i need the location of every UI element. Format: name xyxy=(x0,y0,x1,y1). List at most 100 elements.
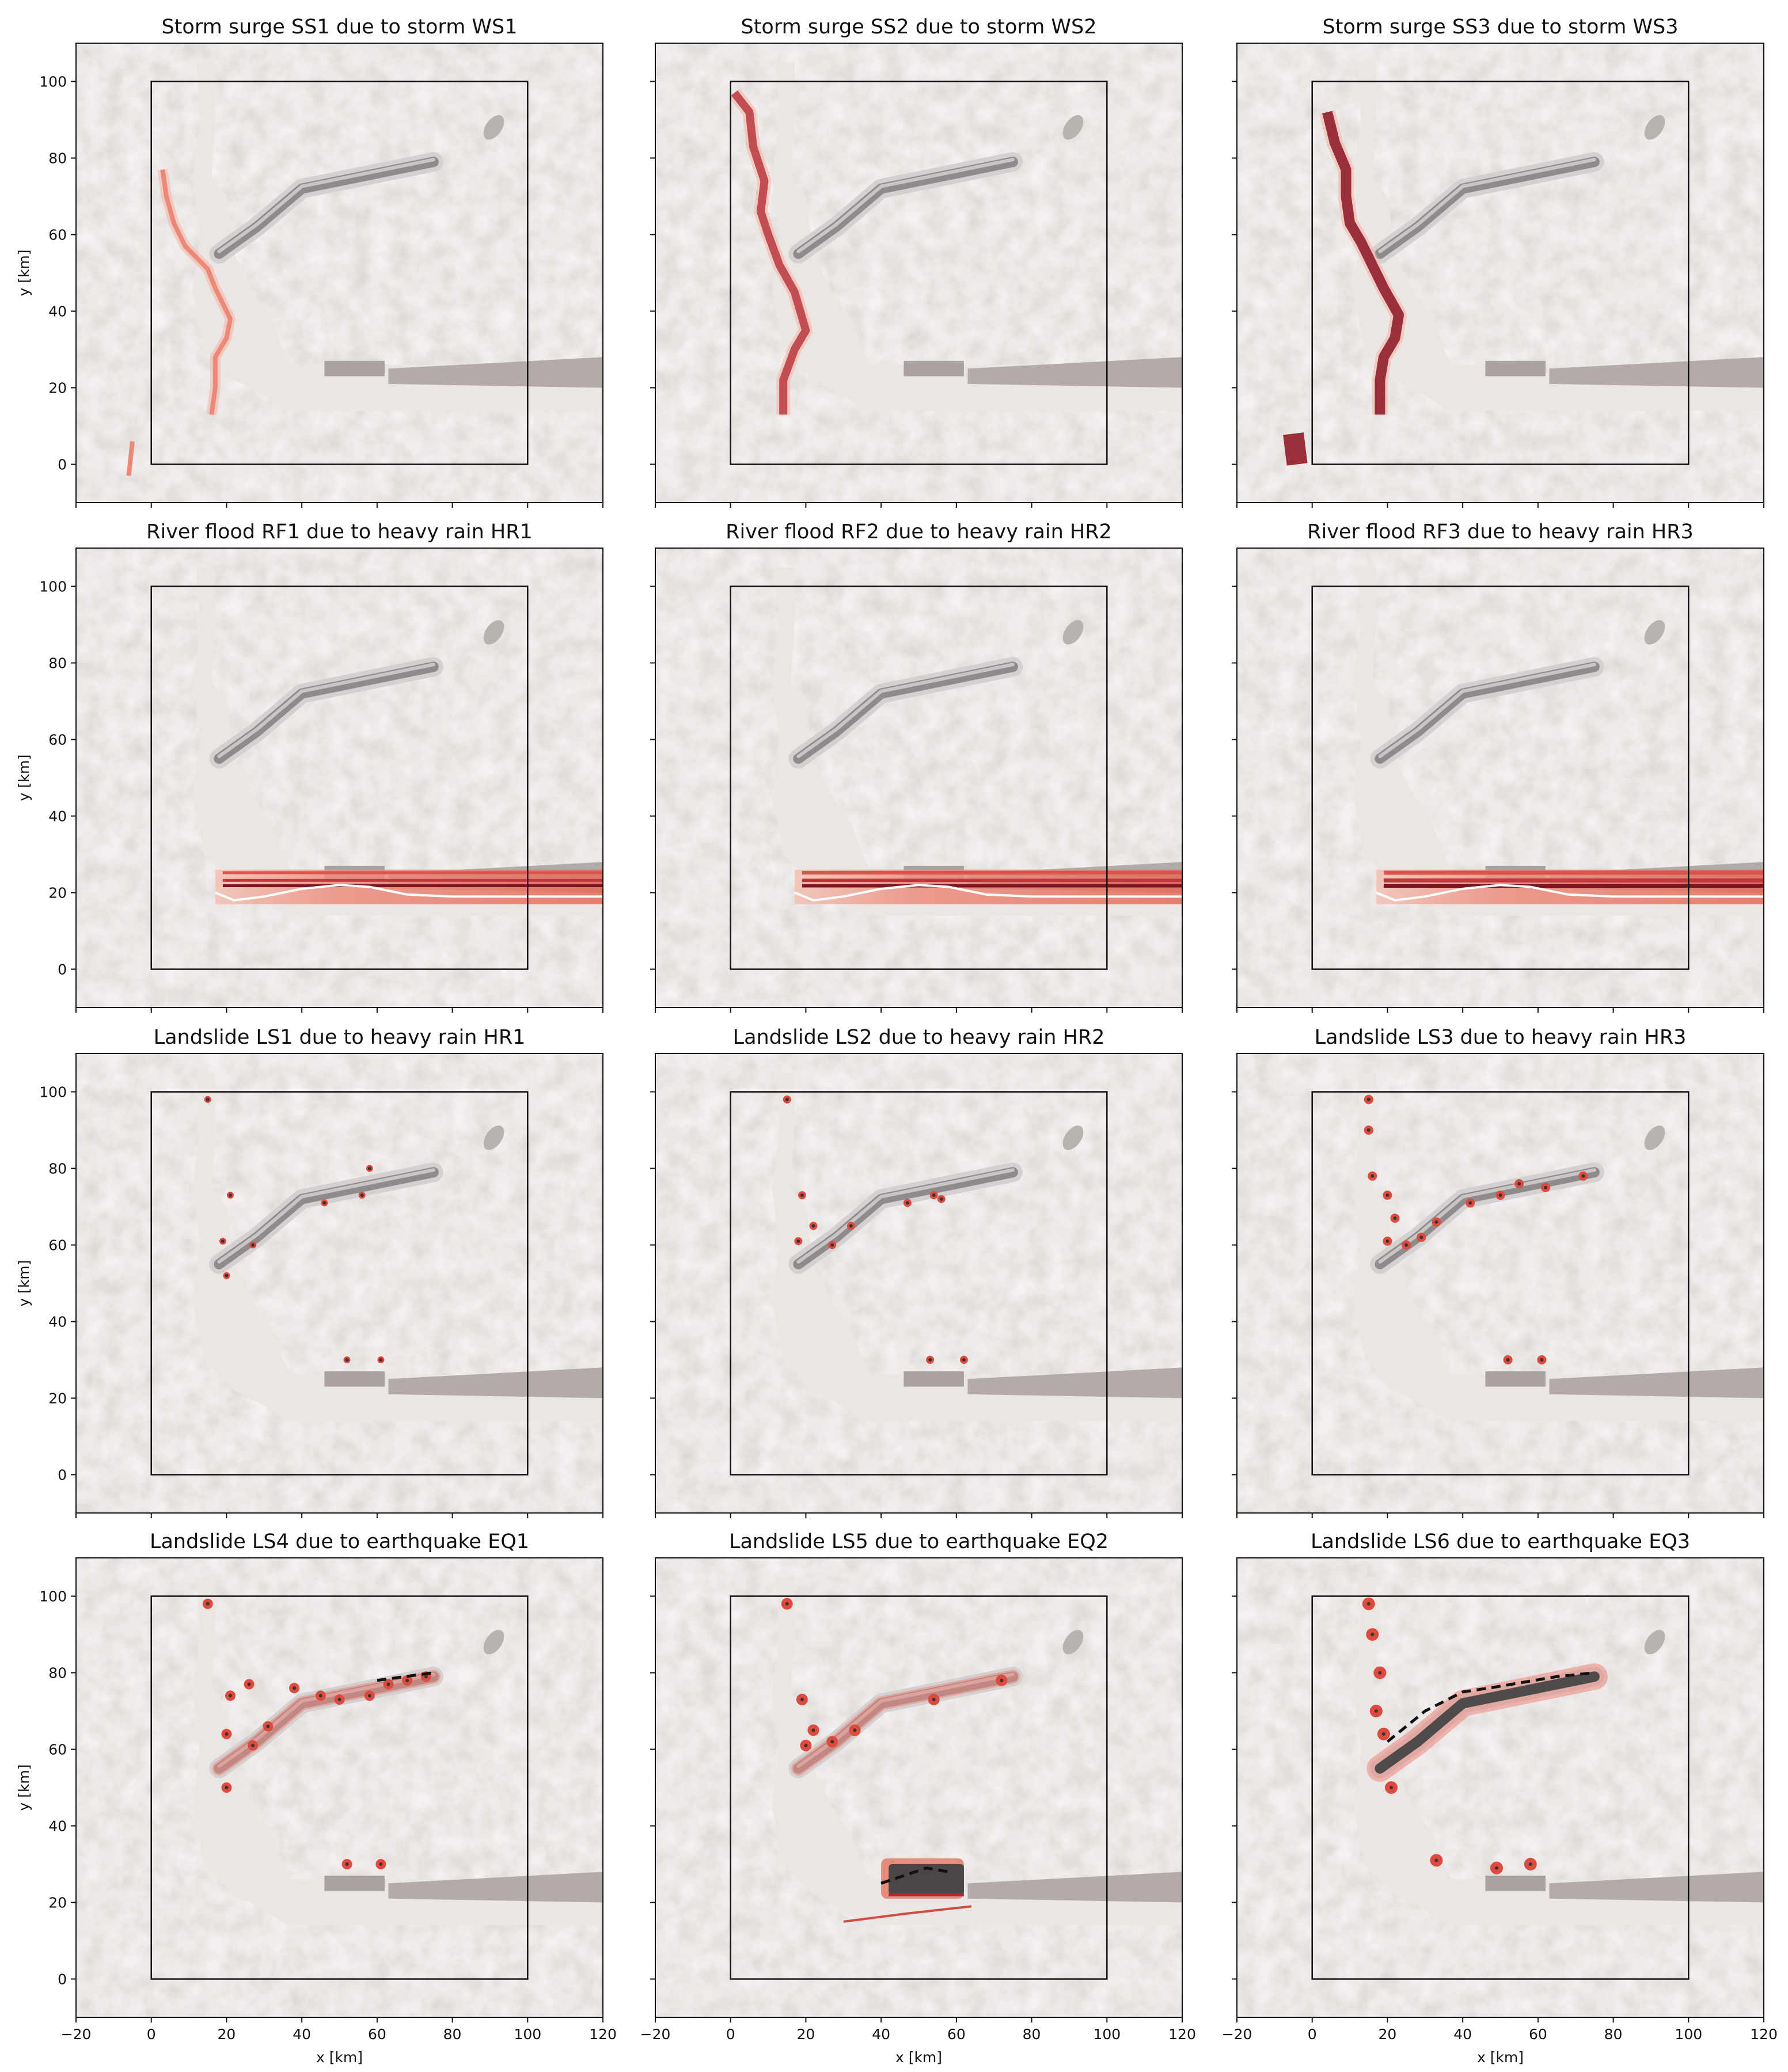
valley-deposit-2 xyxy=(388,1367,603,1398)
axes-frame xyxy=(75,1557,603,2018)
x-axis-label: x [km] xyxy=(1477,2049,1524,2066)
x-tick-label: −20 xyxy=(1222,2026,1252,2043)
panel-plot-area xyxy=(655,548,1182,1008)
landslide-spot-core xyxy=(1581,1174,1585,1178)
panel-2: Storm surge SS2 due to storm WS2 xyxy=(650,16,1183,508)
landslide-spot-core xyxy=(206,1602,210,1606)
river-centerline xyxy=(215,884,603,902)
landslide-spot-core xyxy=(225,1786,229,1789)
landslide-spot-core xyxy=(1468,1201,1472,1205)
ridge xyxy=(793,661,1018,764)
hill-knoll xyxy=(1644,1630,1665,1655)
domain-box xyxy=(1311,1091,1690,1476)
surge-south xyxy=(1283,432,1308,466)
landslide-spot-core xyxy=(367,1166,371,1170)
landslide-spot-core xyxy=(367,1694,371,1698)
axes-frame xyxy=(655,43,1183,503)
axes-frame xyxy=(655,548,1183,1008)
landslide-spot-core xyxy=(1494,1866,1498,1870)
landslide-spot-core xyxy=(345,1358,349,1362)
x-tick-label: 20 xyxy=(218,2026,236,2043)
axes-frame xyxy=(75,548,603,1008)
x-tick-label: 0 xyxy=(726,2026,735,2043)
ridge xyxy=(1375,661,1600,764)
landslide-spot-core xyxy=(928,1358,932,1362)
panel-10: 0 20 40 60 80 100 −20 0 20 40 60 80 100 120 y [km] x [k… xyxy=(16,1530,617,2066)
landslide-ridge-zone xyxy=(212,1670,441,1776)
terrain-hillshade xyxy=(76,1558,603,2017)
valley-deposit-1 xyxy=(904,360,964,377)
landslide-spot-core xyxy=(1498,1193,1502,1197)
panel-3: Storm surge SS3 due to storm WS3 xyxy=(1232,16,1764,508)
panel-title: Storm surge SS2 due to storm WS2 xyxy=(741,16,1096,39)
y-tick-label: 100 xyxy=(39,74,67,90)
panel-plot-area xyxy=(1237,1054,1764,1513)
landslide-spot-core xyxy=(322,1201,327,1205)
panel-plot-area xyxy=(76,43,603,503)
y-tick-label: 60 xyxy=(48,1237,67,1254)
landslide-spot-core xyxy=(1371,1174,1375,1178)
landslide-spot-core xyxy=(811,1224,815,1228)
landslide-spot-core xyxy=(1540,1358,1544,1362)
y-tick-label: 100 xyxy=(39,579,67,595)
panel-title: Storm surge SS3 due to storm WS3 xyxy=(1322,16,1678,39)
panel-plot-area xyxy=(1237,548,1764,1008)
landslide-scarp xyxy=(880,1866,950,1885)
landslide-spot-core xyxy=(1366,1097,1371,1101)
x-tick-label: 60 xyxy=(947,2026,966,2043)
hill-knoll xyxy=(1062,620,1084,645)
surge-inundation xyxy=(1322,111,1404,415)
terrain-hillshade xyxy=(1237,1558,1764,2017)
domain-box xyxy=(730,586,1108,970)
valley-deposit-1 xyxy=(904,1371,964,1387)
x-tick-label: 60 xyxy=(368,2026,386,2043)
panel-12: −20 0 20 40 60 80 100 120 x [km] Landslide LS6 du… xyxy=(1222,1530,1778,2066)
landslide-spot-core xyxy=(318,1694,322,1698)
axes-frame xyxy=(1236,548,1764,1008)
x-tick-label: 100 xyxy=(1093,2026,1121,2043)
landslide-spot-core xyxy=(221,1239,225,1243)
valley-deposit-1 xyxy=(324,360,385,377)
valley-deposit-2 xyxy=(967,1872,1182,1903)
y-tick-label: 40 xyxy=(48,303,67,320)
landslide-spot-core xyxy=(1393,1216,1397,1220)
panel-title: Landslide LS1 due to heavy rain HR1 xyxy=(154,1026,526,1049)
landslide-spot-core xyxy=(345,1862,349,1866)
y-tick-label: 80 xyxy=(48,150,67,167)
landslide-spot-core xyxy=(830,1243,834,1247)
landslide-spot-core xyxy=(228,1193,232,1197)
x-tick-label: 40 xyxy=(872,2026,890,2043)
landslide-spot-core xyxy=(379,1358,383,1362)
y-tick-label: 40 xyxy=(48,808,67,825)
panel-plot-area xyxy=(76,548,603,1008)
valley-deposit-2 xyxy=(1549,1872,1764,1903)
landslide-spot-core xyxy=(853,1728,857,1732)
valley-deposit-1 xyxy=(324,1875,385,1891)
landslide-spot-core xyxy=(247,1682,251,1686)
y-tick-label: 80 xyxy=(48,1161,67,1177)
panel-title: River flood RF2 due to heavy rain HR2 xyxy=(726,520,1112,543)
landslide-spot-core xyxy=(1528,1862,1532,1866)
terrain-hillshade xyxy=(1237,1054,1764,1513)
panel-6: River flood RF3 due to heavy rain HR3 xyxy=(1232,520,1764,1013)
hill-knoll xyxy=(483,1126,504,1150)
valley-deposit-2 xyxy=(388,1872,603,1903)
y-tick-label: 0 xyxy=(58,1467,67,1484)
domain-box xyxy=(1311,586,1690,970)
landslide-spot-core xyxy=(337,1698,341,1702)
ridge-highlight xyxy=(1378,158,1596,253)
axes-frame xyxy=(1236,1053,1764,1514)
valley-deposit-2 xyxy=(1549,1367,1764,1398)
y-axis-label: y [km] xyxy=(16,249,32,296)
axes-frame xyxy=(1236,1557,1764,2018)
x-tick-label: 40 xyxy=(1453,2026,1472,2043)
terrain-hillshade xyxy=(1237,43,1764,503)
valley-deposit-2 xyxy=(388,357,603,388)
panel-title: Landslide LS5 due to earthquake EQ2 xyxy=(729,1530,1109,1553)
panel-11: −20 0 20 40 60 80 100 120 x [km] Landslide LS5 du… xyxy=(640,1530,1196,2066)
terrain-hillshade xyxy=(655,1558,1182,2017)
landslide-spot-core xyxy=(225,1273,229,1278)
panel-5: River flood RF2 due to heavy rain HR2 xyxy=(650,520,1183,1013)
landslide-spot-core xyxy=(932,1698,936,1702)
panel-title: River flood RF3 due to heavy rain HR3 xyxy=(1307,520,1694,543)
